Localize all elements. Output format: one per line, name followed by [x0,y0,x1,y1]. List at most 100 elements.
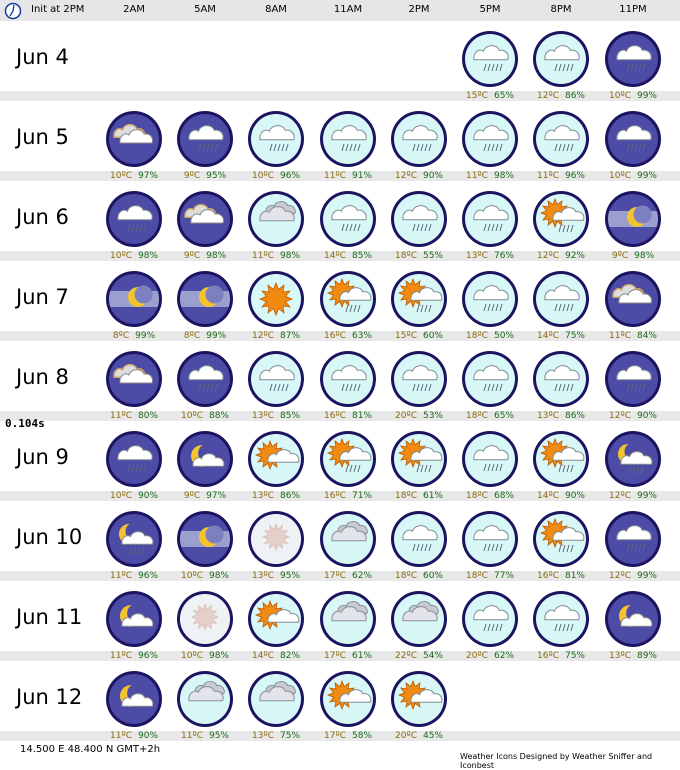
forecast-cell: 17ºC 62% [314,509,382,581]
sun-cloud-rain-icon [318,269,378,329]
temperature: 11ºC [324,171,346,181]
humidity: 85% [351,251,372,261]
cloud-rain-day-icon [531,269,591,329]
forecast-cell: 18ºC 68% [456,429,524,501]
cloud-rain-day-icon [531,349,591,409]
temperature: 13ºC [252,491,274,501]
temperature: 22ºC [395,651,417,661]
forecast-cell: 11ºC 96% [527,109,595,181]
forecast-values: 10ºC 88% [171,411,239,421]
forecast-cell: 10ºC 90% [100,429,168,501]
forecast-values: 18ºC 60% [385,571,453,581]
cloud-rain-day-icon [389,349,449,409]
forecast-values: 13ºC 95% [242,571,310,581]
temperature: 18ºC [466,331,488,341]
humidity: 99% [206,331,227,341]
humidity: 96% [137,651,158,661]
temperature: 13ºC [537,411,559,421]
forecast-values: 11ºC 91% [314,171,382,181]
forecast-cell: 14ºC 75% [527,269,595,341]
forecast-values: 16ºC 63% [314,331,382,341]
sun-cloud-icon [389,669,449,729]
temperature: 18ºC [466,491,488,501]
forecast-cell: 9ºC 97% [171,429,239,501]
temperature: 20ºC [395,731,417,741]
forecast-cell: 10ºC 96% [242,109,310,181]
humidity: 65% [493,411,514,421]
temperature: 11ºC [110,651,132,661]
forecast-values: 14ºC 90% [527,491,595,501]
humidity: 90% [137,731,158,741]
humidity: 90% [137,491,158,501]
row-separator [0,251,680,261]
icon-credit: Weather Icons Designed by Weather Sniffe… [460,752,653,770]
time-col-2: 5AM [194,4,216,15]
sunny-icon [246,269,306,329]
forecast-cell: 10ºC 97% [100,109,168,181]
forecast-values: 15ºC 65% [456,91,524,101]
sun-cloud-icon [246,429,306,489]
forecast-values: 12ºC 92% [527,251,595,261]
forecast-values: 10ºC 98% [100,251,168,261]
forecast-cell: 12ºC 99% [599,509,667,581]
temperature: 14ºC [324,251,346,261]
forecast-cell: 13ºC 75% [242,669,310,741]
forecast-cell: 16ºC 81% [314,349,382,421]
humidity: 77% [493,571,514,581]
forecast-cell: 13ºC 89% [599,589,667,661]
forecast-values: 11ºC 98% [456,171,524,181]
cloud-rain-day-icon [460,349,520,409]
humidity: 50% [493,331,514,341]
temperature: 11ºC [110,731,132,741]
row-separator [0,731,680,741]
forecast-values: 12ºC 87% [242,331,310,341]
humidity: 91% [351,171,372,181]
forecast-values: 10ºC 99% [599,171,667,181]
forecast-cell: 10ºC 98% [171,509,239,581]
cloud-rain-day-icon [318,349,378,409]
forecast-values: 9ºC 95% [171,171,239,181]
temperature: 10ºC [609,91,631,101]
forecast-values: 11ºC 90% [100,731,168,741]
location-coordinates: 14.500 E 48.400 N GMT+2h [20,744,161,755]
cloud-rain-day-icon [246,349,306,409]
forecast-cell: 12ºC 90% [599,349,667,421]
temperature: 11ºC [466,171,488,181]
row-separator [0,331,680,341]
day-label: Jun 5 [16,125,69,149]
humidity: 95% [208,731,229,741]
forecast-values: 18ºC 65% [456,411,524,421]
humidity: 65% [493,91,514,101]
forecast-cell: 17ºC 58% [314,669,382,741]
humidity: 60% [422,331,443,341]
temperature: 17ºC [324,651,346,661]
cloud-rain-night-icon [603,109,663,169]
sun-cloud-rain-icon [389,269,449,329]
forecast-values: 22ºC 54% [385,651,453,661]
forecast-values: 11ºC 98% [242,251,310,261]
humidity: 96% [279,171,300,181]
forecast-cell: 14ºC 85% [314,189,382,261]
cloud-rain-day-icon [460,29,520,89]
forecast-values: 18ºC 68% [456,491,524,501]
forecast-cell: 12ºC 86% [527,29,595,101]
humidity: 96% [137,571,158,581]
fog-day-icon [246,509,306,569]
temperature: 18ºC [466,571,488,581]
cloud-rain-day-icon [246,109,306,169]
fog-day-icon [175,589,235,649]
humidity: 98% [206,251,227,261]
temperature: 17ºC [324,571,346,581]
temperature: 11ºC [110,411,132,421]
humidity: 98% [279,251,300,261]
temperature: 13ºC [466,251,488,261]
day-row: Jun 5 10ºC 97% 9ºC 95% 10ºC 96% 11ºC 91% 12ºC 90% 1… [0,101,680,181]
time-col-6: 5PM [479,4,501,15]
cloud-rain-night-icon [603,29,663,89]
humidity: 90% [636,411,657,421]
cloud-rain-night-icon [104,429,164,489]
sun-cloud-rain-icon [389,429,449,489]
time-col-5: 2PM [408,4,430,15]
humidity: 75% [564,331,585,341]
temperature: 17ºC [324,731,346,741]
